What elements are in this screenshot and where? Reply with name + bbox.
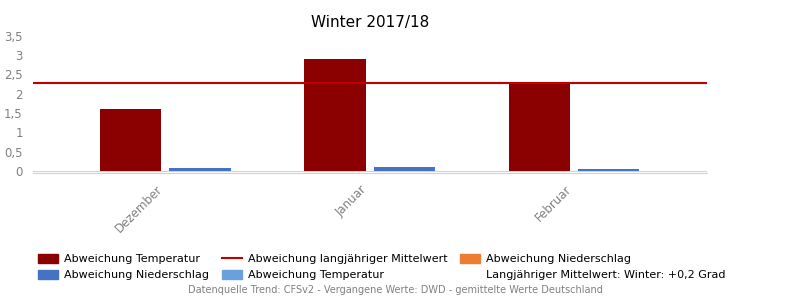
Text: Datenquelle Trend: CFSv2 - Vergangene Werte: DWD - gemittelte Werte Deutschland: Datenquelle Trend: CFSv2 - Vergangene We… [188, 285, 603, 295]
Bar [509, 83, 570, 171]
Bar [100, 109, 161, 171]
Title: Winter 2017/18: Winter 2017/18 [311, 15, 429, 30]
Bar [305, 59, 365, 171]
Bar [578, 169, 639, 171]
Legend: Abweichung Temperatur, Abweichung Niederschlag, Abweichung langjähriger Mittelwe: Abweichung Temperatur, Abweichung Nieder… [38, 254, 725, 280]
Bar [169, 168, 231, 171]
Bar [374, 167, 435, 171]
